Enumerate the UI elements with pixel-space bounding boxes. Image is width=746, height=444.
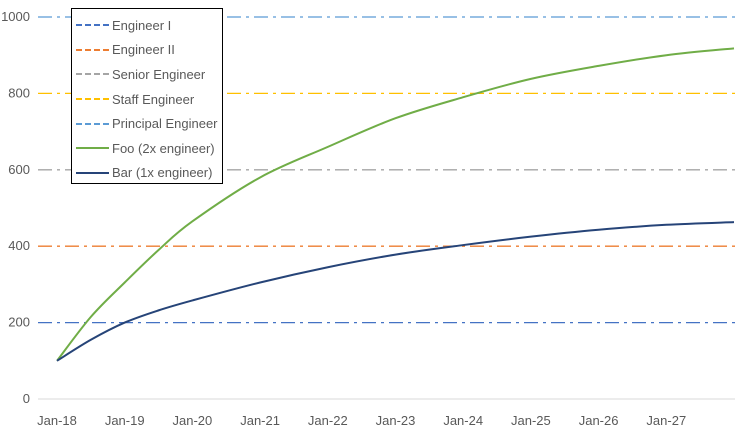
legend-label: Senior Engineer <box>112 66 206 82</box>
x-tick-label: Jan-19 <box>105 413 145 428</box>
series-line-5 <box>56 47 735 362</box>
legend-item: Engineer II <box>72 38 222 63</box>
series-line-6 <box>56 221 735 362</box>
x-tick-label: Jan-18 <box>37 413 77 428</box>
y-tick-label: 400 <box>8 238 30 253</box>
legend-swatch <box>76 147 109 150</box>
legend-swatch <box>76 122 109 125</box>
legend: Engineer I Engineer II Senior Engineer Staf… <box>71 8 223 184</box>
y-tick-label: 200 <box>8 315 30 330</box>
legend-item: Engineer I <box>72 13 222 38</box>
x-tick-label: Jan-22 <box>308 413 348 428</box>
legend-item: Senior Engineer <box>72 62 222 87</box>
y-tick-label: 0 <box>23 391 30 406</box>
legend-swatch <box>76 48 109 51</box>
legend-item: Bar (1x engineer) <box>72 161 222 186</box>
legend-label: Foo (2x engineer) <box>112 140 215 156</box>
legend-swatch <box>76 98 109 101</box>
legend-swatch <box>76 171 109 174</box>
legend-swatch <box>76 24 109 27</box>
legend-item: Foo (2x engineer) <box>72 136 222 161</box>
legend-item: Principal Engineer <box>72 111 222 136</box>
x-tick-label: Jan-23 <box>376 413 416 428</box>
legend-label: Staff Engineer <box>112 91 195 107</box>
y-tick-label: 600 <box>8 162 30 177</box>
legend-item: Staff Engineer <box>72 87 222 112</box>
legend-label: Engineer I <box>112 17 172 33</box>
legend-label: Principal Engineer <box>112 116 218 132</box>
legend-swatch <box>76 73 109 76</box>
y-tick-label: 800 <box>8 85 30 100</box>
x-tick-label: Jan-20 <box>173 413 213 428</box>
y-tick-label: 1000 <box>1 9 30 24</box>
legend-label: Bar (1x engineer) <box>112 165 213 181</box>
x-tick-label: Jan-26 <box>579 413 619 428</box>
x-tick-label: Jan-25 <box>511 413 551 428</box>
x-tick-label: Jan-24 <box>443 413 483 428</box>
legend-label: Engineer II <box>112 42 175 58</box>
x-tick-label: Jan-21 <box>240 413 280 428</box>
x-tick-label: Jan-27 <box>646 413 686 428</box>
